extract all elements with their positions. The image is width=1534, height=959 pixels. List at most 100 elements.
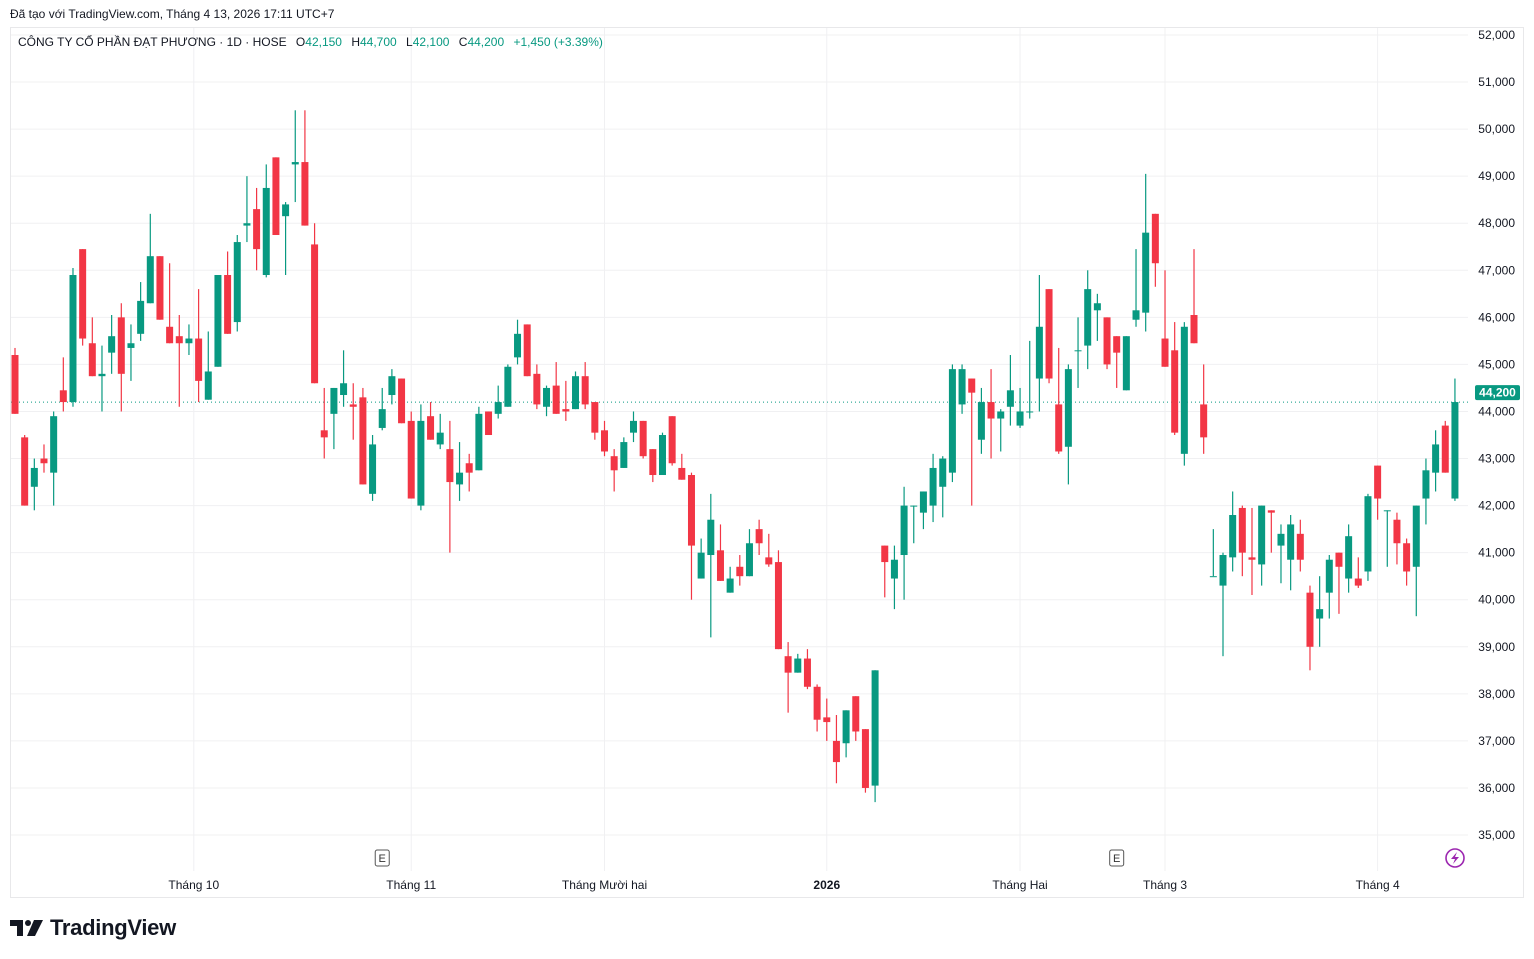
candle-down[interactable] <box>784 642 792 713</box>
candle-up[interactable] <box>98 345 106 412</box>
candle-up[interactable] <box>127 324 135 381</box>
candle-down[interactable] <box>736 555 744 586</box>
candle-down[interactable] <box>79 249 87 346</box>
candle-up[interactable] <box>1006 355 1014 426</box>
candle-up[interactable] <box>146 213 154 304</box>
candle-down[interactable] <box>823 698 831 741</box>
candle-up[interactable] <box>1316 576 1324 647</box>
candle-down[interactable] <box>1267 510 1275 553</box>
candle-up[interactable] <box>1132 249 1140 327</box>
candle-up[interactable] <box>291 110 299 203</box>
candle-down[interactable] <box>803 649 811 690</box>
candle-up[interactable] <box>919 491 927 530</box>
candle-up[interactable] <box>137 282 145 341</box>
candle-down[interactable] <box>968 378 976 506</box>
candle-up[interactable] <box>726 566 734 593</box>
earnings-event-marker[interactable] <box>374 849 390 867</box>
candle-down[interactable] <box>601 420 609 457</box>
candle-up[interactable] <box>1258 505 1266 586</box>
candle-down[interactable] <box>1161 270 1169 367</box>
candle-down[interactable] <box>1113 336 1121 388</box>
candle-up[interactable] <box>30 458 38 511</box>
candle-up[interactable] <box>620 437 628 468</box>
candle-down[interactable] <box>533 364 541 410</box>
candle-down[interactable] <box>359 387 367 485</box>
candle-down[interactable] <box>156 256 164 320</box>
candle-down[interactable] <box>1354 557 1362 588</box>
earnings-event-marker[interactable] <box>1109 849 1125 867</box>
candle-down[interactable] <box>427 402 435 440</box>
candle-down[interactable] <box>1296 519 1304 572</box>
candle-down[interactable] <box>465 453 473 492</box>
candle-down[interactable] <box>11 347 19 414</box>
candle-up[interactable] <box>388 369 396 405</box>
candle-up[interactable] <box>1277 524 1285 584</box>
candle-up[interactable] <box>494 385 502 419</box>
candle-down[interactable] <box>1238 505 1246 577</box>
candle-up[interactable] <box>900 486 908 600</box>
candle-up[interactable] <box>842 710 850 758</box>
candle-up[interactable] <box>1122 336 1130 391</box>
candle-down[interactable] <box>678 453 686 480</box>
tradingview-logo[interactable]: TradingView <box>10 915 176 941</box>
candle-up[interactable] <box>1142 173 1150 332</box>
candle-up[interactable] <box>1026 340 1034 419</box>
candle-down[interactable] <box>1103 317 1111 370</box>
candle-up[interactable] <box>977 387 985 454</box>
candle-down[interactable] <box>117 303 125 412</box>
candle-up[interactable] <box>417 404 425 511</box>
candle-up[interactable] <box>794 653 802 673</box>
candle-down[interactable] <box>1151 213 1159 287</box>
candle-up[interactable] <box>475 406 483 471</box>
candle-down[interactable] <box>813 684 821 732</box>
candle-down[interactable] <box>59 357 67 412</box>
candle-down[interactable] <box>349 383 357 440</box>
candle-down[interactable] <box>987 369 995 459</box>
candle-down[interactable] <box>1393 512 1401 565</box>
candle-down[interactable] <box>175 315 183 407</box>
candle-down[interactable] <box>552 362 560 414</box>
candle-up[interactable] <box>1035 275 1043 412</box>
candle-up[interactable] <box>910 505 918 544</box>
candle-down[interactable] <box>1374 465 1382 520</box>
candle-up[interactable] <box>108 315 116 374</box>
candle-up[interactable] <box>697 538 705 579</box>
candle-up[interactable] <box>1064 364 1072 485</box>
candle-down[interactable] <box>649 449 657 483</box>
candle-down[interactable] <box>1335 552 1343 614</box>
candle-down[interactable] <box>581 362 589 410</box>
candle-down[interactable] <box>398 378 406 424</box>
candle-up[interactable] <box>871 670 879 803</box>
candle-down[interactable] <box>591 402 599 440</box>
candle-down[interactable] <box>88 317 96 377</box>
candle-down[interactable] <box>755 519 763 556</box>
candle-down[interactable] <box>40 444 48 473</box>
candle-up[interactable] <box>330 387 338 450</box>
candle-up[interactable] <box>1180 322 1188 466</box>
candle-up[interactable] <box>745 529 753 577</box>
candle-down[interactable] <box>166 263 174 344</box>
candle-up[interactable] <box>369 435 377 501</box>
candle-down[interactable] <box>224 251 232 334</box>
candle-up[interactable] <box>1229 491 1237 572</box>
candle-up[interactable] <box>436 413 444 450</box>
candle-up[interactable] <box>1383 510 1391 567</box>
candle-down[interactable] <box>668 416 676 466</box>
candle-down[interactable] <box>1055 347 1063 454</box>
candle-up[interactable] <box>707 493 715 638</box>
candle-down[interactable] <box>639 420 647 459</box>
candle-down[interactable] <box>21 435 29 506</box>
candle-up[interactable] <box>233 235 241 332</box>
candle-down[interactable] <box>320 387 328 459</box>
candle-down[interactable] <box>485 411 493 436</box>
candle-up[interactable] <box>1325 555 1333 619</box>
candle-up[interactable] <box>939 456 947 518</box>
candle-down[interactable] <box>774 550 782 650</box>
candle-down[interactable] <box>1190 249 1198 344</box>
candle-down[interactable] <box>407 411 415 499</box>
candle-down[interactable] <box>852 696 860 741</box>
candle-down[interactable] <box>301 110 309 226</box>
candle-up[interactable] <box>1287 515 1295 591</box>
candle-down[interactable] <box>272 157 280 236</box>
